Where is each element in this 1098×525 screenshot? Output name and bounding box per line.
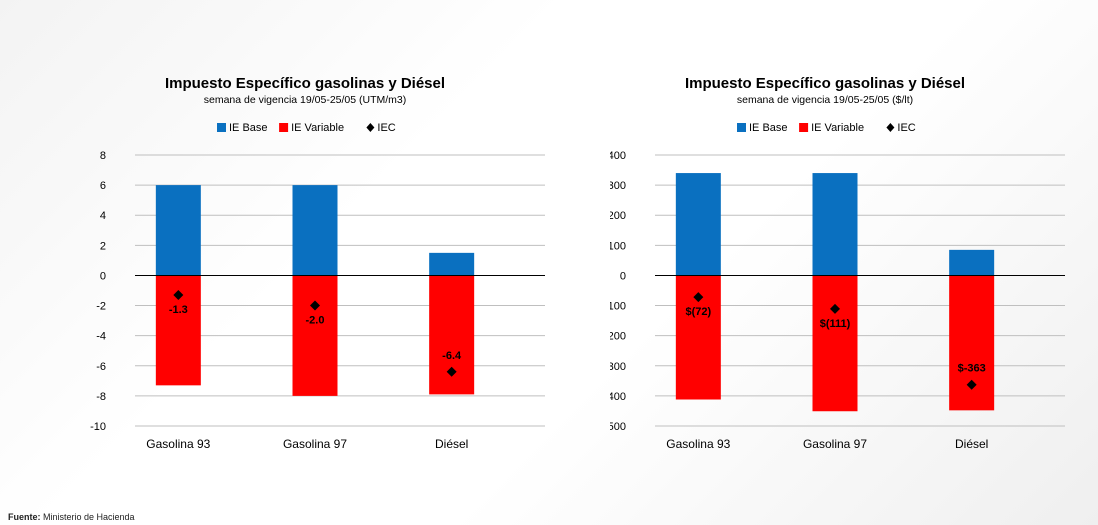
- source-note: Fuente: Ministerio de Hacienda: [8, 512, 135, 522]
- bar-ie-variable: [292, 275, 338, 396]
- marker-iec: [830, 303, 840, 314]
- chart-subtitle: semana de vigencia 19/05-25/05 (UTM/m3): [204, 94, 407, 106]
- bar-ie-base: [675, 173, 721, 276]
- y-tick-label: 2: [100, 240, 106, 252]
- x-tick-label: Diésel: [955, 437, 988, 451]
- y-tick-label: -200: [610, 331, 626, 343]
- y-tick-label: -400: [610, 391, 626, 403]
- y-tick-label: 0: [100, 270, 106, 282]
- marker-iec: [693, 292, 704, 303]
- marker-iec: [310, 300, 320, 311]
- legend-marker-iec: [366, 123, 375, 132]
- y-tick-label: -4: [96, 331, 106, 343]
- chart-subtitle: semana de vigencia 19/05-25/05 ($/lt): [737, 94, 913, 106]
- chart-pesos-lt: Impuesto Específico gasolinas y Diésel se…: [610, 60, 1080, 460]
- legend-swatch-ie-variable: [799, 123, 809, 132]
- data-label-iec: -2.0: [306, 315, 325, 327]
- y-tick-label: -100: [610, 301, 626, 313]
- chart-legend: IE Base IE Variable IEC: [737, 122, 916, 134]
- y-tick-label: 100: [610, 240, 626, 252]
- y-tick-label: 300: [610, 180, 626, 192]
- x-tick-label: Gasolina 97: [803, 437, 867, 451]
- data-label-iec: -6.4: [442, 350, 462, 362]
- bar-ie-base: [812, 173, 858, 276]
- data-label-iec: $-363: [958, 363, 986, 375]
- y-tick-label: 8: [100, 150, 106, 162]
- bar-ie-base: [949, 249, 995, 276]
- legend-swatch-ie-base: [217, 123, 226, 132]
- legend-label: IE Base: [749, 122, 788, 134]
- bar-ie-base: [292, 185, 338, 276]
- x-tick-label: Gasolina 93: [146, 437, 210, 451]
- legend-label: IEC: [377, 122, 395, 134]
- bar-ie-variable: [812, 275, 858, 412]
- x-tick-label: Diésel: [435, 437, 468, 451]
- bar-ie-base: [155, 185, 201, 276]
- y-tick-label: 200: [610, 210, 626, 222]
- x-tick-label: Gasolina 93: [666, 437, 730, 451]
- marker-iec: [173, 290, 184, 301]
- data-label-iec: -1.3: [169, 304, 188, 316]
- x-tick-label: Gasolina 97: [283, 437, 347, 451]
- chart-svg-right: Impuesto Específico gasolinas y Diésel se…: [610, 75, 1065, 451]
- chart-utm-m3: Impuesto Específico gasolinas y Diésel se…: [90, 60, 560, 460]
- legend-label: IE Base: [229, 122, 268, 134]
- y-tick-label: -500: [610, 421, 626, 433]
- chart-legend: IE Base IE Variable IEC: [217, 122, 396, 134]
- y-tick-label: -6: [96, 361, 106, 373]
- y-tick-label: 400: [610, 150, 626, 162]
- marker-iec: [446, 366, 457, 377]
- source-text: Ministerio de Hacienda: [43, 512, 135, 522]
- source-label: Fuente:: [8, 512, 41, 522]
- data-label-iec: $(111): [820, 318, 851, 330]
- legend-label: IE Variable: [811, 122, 864, 134]
- legend-label: IEC: [897, 122, 915, 134]
- y-tick-label: -10: [90, 421, 106, 433]
- chart-title: Impuesto Específico gasolinas y Diésel: [685, 75, 965, 92]
- legend-label: IE Variable: [291, 122, 344, 134]
- legend-swatch-ie-variable: [279, 123, 289, 132]
- y-tick-label: 6: [100, 180, 106, 192]
- y-tick-label: 0: [620, 270, 626, 282]
- marker-iec: [966, 379, 977, 390]
- bar-ie-base: [429, 252, 475, 276]
- data-label-iec: $(72): [685, 306, 711, 318]
- y-tick-label: 4: [100, 210, 106, 222]
- legend-swatch-ie-base: [737, 123, 746, 132]
- bar-ie-variable: [949, 275, 995, 411]
- y-tick-label: -2: [96, 301, 106, 313]
- y-tick-label: -300: [610, 361, 626, 373]
- chart-svg-left: Impuesto Específico gasolinas y Diésel se…: [90, 75, 545, 451]
- chart-title: Impuesto Específico gasolinas y Diésel: [165, 75, 445, 92]
- y-tick-label: -8: [96, 391, 106, 403]
- legend-marker-iec: [886, 123, 895, 132]
